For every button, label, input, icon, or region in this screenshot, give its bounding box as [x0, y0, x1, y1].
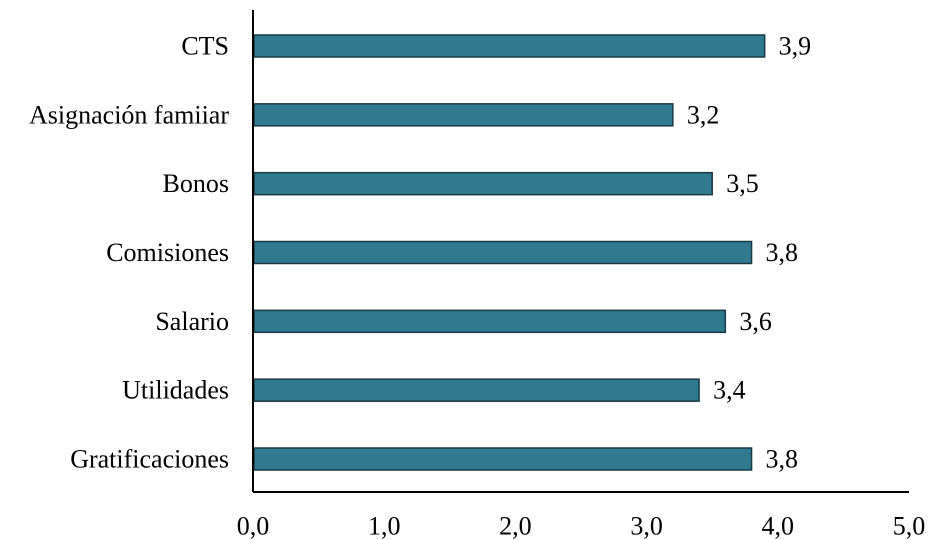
x-tick-label-0: 0,0: [237, 512, 270, 540]
axes-layer: [252, 10, 909, 493]
bar-5: [253, 378, 700, 402]
data-label-4: 3,6: [739, 307, 772, 336]
category-label-4: Salario: [155, 307, 229, 336]
data-label-5: 3,4: [713, 376, 746, 405]
category-label-2: Bonos: [163, 169, 229, 198]
bar-0: [253, 34, 766, 58]
category-label-5: Utilidades: [122, 376, 229, 405]
data-label-2: 3,5: [726, 169, 759, 198]
data-label-1: 3,2: [687, 100, 720, 129]
bar-4: [253, 309, 727, 334]
labels-layer: CTS 3,9 Asignación famiiar 3,2 Bonos 3,5 Comis…: [29, 32, 811, 474]
data-label-6: 3,8: [766, 445, 799, 474]
bar-2: [253, 171, 713, 196]
data-label-0: 3,9: [779, 32, 812, 61]
ticks-layer: 0,0 1,0 2,0 3,0 4,0 5,0: [237, 512, 926, 540]
x-tick-label-1: 1,0: [368, 512, 401, 540]
category-label-1: Asignación famiiar: [29, 100, 229, 129]
bar-3: [253, 240, 753, 265]
data-label-3: 3,8: [766, 238, 799, 267]
category-label-3: Comisiones: [106, 238, 229, 267]
category-label-0: CTS: [181, 32, 229, 61]
x-tick-label-5: 5,0: [893, 512, 926, 540]
x-tick-label-3: 3,0: [630, 512, 663, 540]
category-label-6: Gratificaciones: [70, 445, 229, 474]
bars-layer: [253, 34, 766, 471]
bar-1: [253, 103, 674, 127]
x-tick-label-2: 2,0: [499, 512, 532, 540]
x-tick-label-4: 4,0: [762, 512, 795, 540]
bar-6: [253, 447, 753, 471]
